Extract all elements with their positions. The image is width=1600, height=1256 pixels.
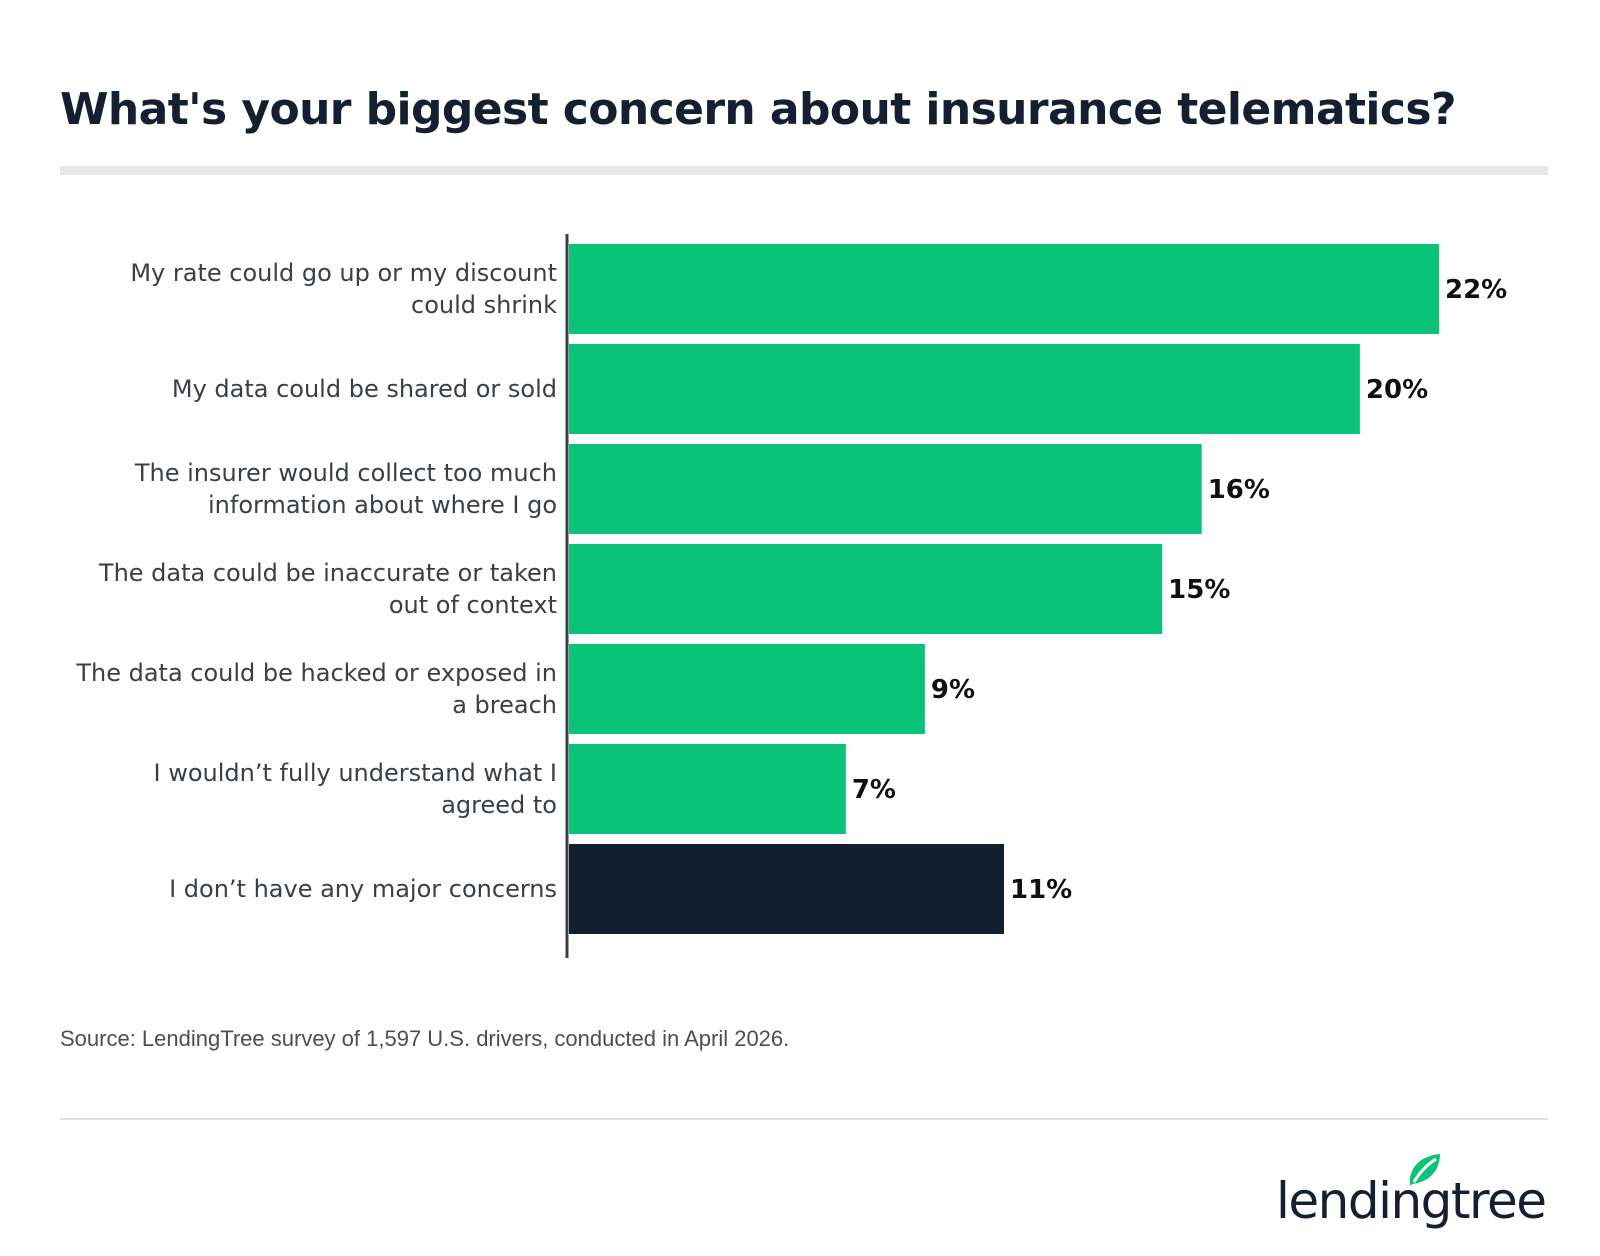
footer-divider: [60, 1118, 1548, 1120]
category-label-3: The insurer would collect too much inform…: [134, 459, 557, 519]
value-label-6: 7%: [852, 775, 896, 805]
bar-2: [569, 344, 1360, 434]
lendingtree-logo: lendingtree: [1276, 1150, 1556, 1230]
chart-title: What's your biggest concern about insura…: [60, 84, 1456, 135]
bar-3: [569, 444, 1202, 534]
value-label-3: 16%: [1208, 475, 1270, 505]
bar-5: [569, 644, 925, 734]
category-label-5: The data could be hacked or exposed in a …: [75, 659, 557, 719]
value-label-5: 9%: [931, 675, 975, 705]
bar-4: [569, 544, 1163, 634]
bar-7: [569, 844, 1004, 934]
bar-6: [569, 744, 846, 834]
bar-chart: My rate could go up or my discount could …: [75, 234, 1507, 958]
category-label-7: I don’t have any major concerns: [169, 875, 557, 903]
value-label-4: 15%: [1168, 575, 1230, 605]
category-label-2: My data could be shared or sold: [172, 375, 557, 403]
category-label-1: My rate could go up or my discount could …: [130, 259, 557, 319]
value-labels-group: 22% 20% 16% 15% 9% 7% 11%: [852, 275, 1507, 905]
bars-group: [569, 244, 1439, 934]
source-note: Source: LendingTree survey of 1,597 U.S.…: [60, 1026, 790, 1051]
value-label-1: 22%: [1445, 275, 1507, 305]
category-label-4: The data could be inaccurate or taken out…: [98, 559, 557, 619]
bar-1: [569, 244, 1439, 334]
value-label-2: 20%: [1366, 375, 1428, 405]
category-labels-group: My rate could go up or my discount could …: [75, 259, 557, 903]
title-divider: [60, 166, 1548, 175]
leaf-icon: [1409, 1154, 1440, 1186]
value-label-7: 11%: [1010, 875, 1072, 905]
